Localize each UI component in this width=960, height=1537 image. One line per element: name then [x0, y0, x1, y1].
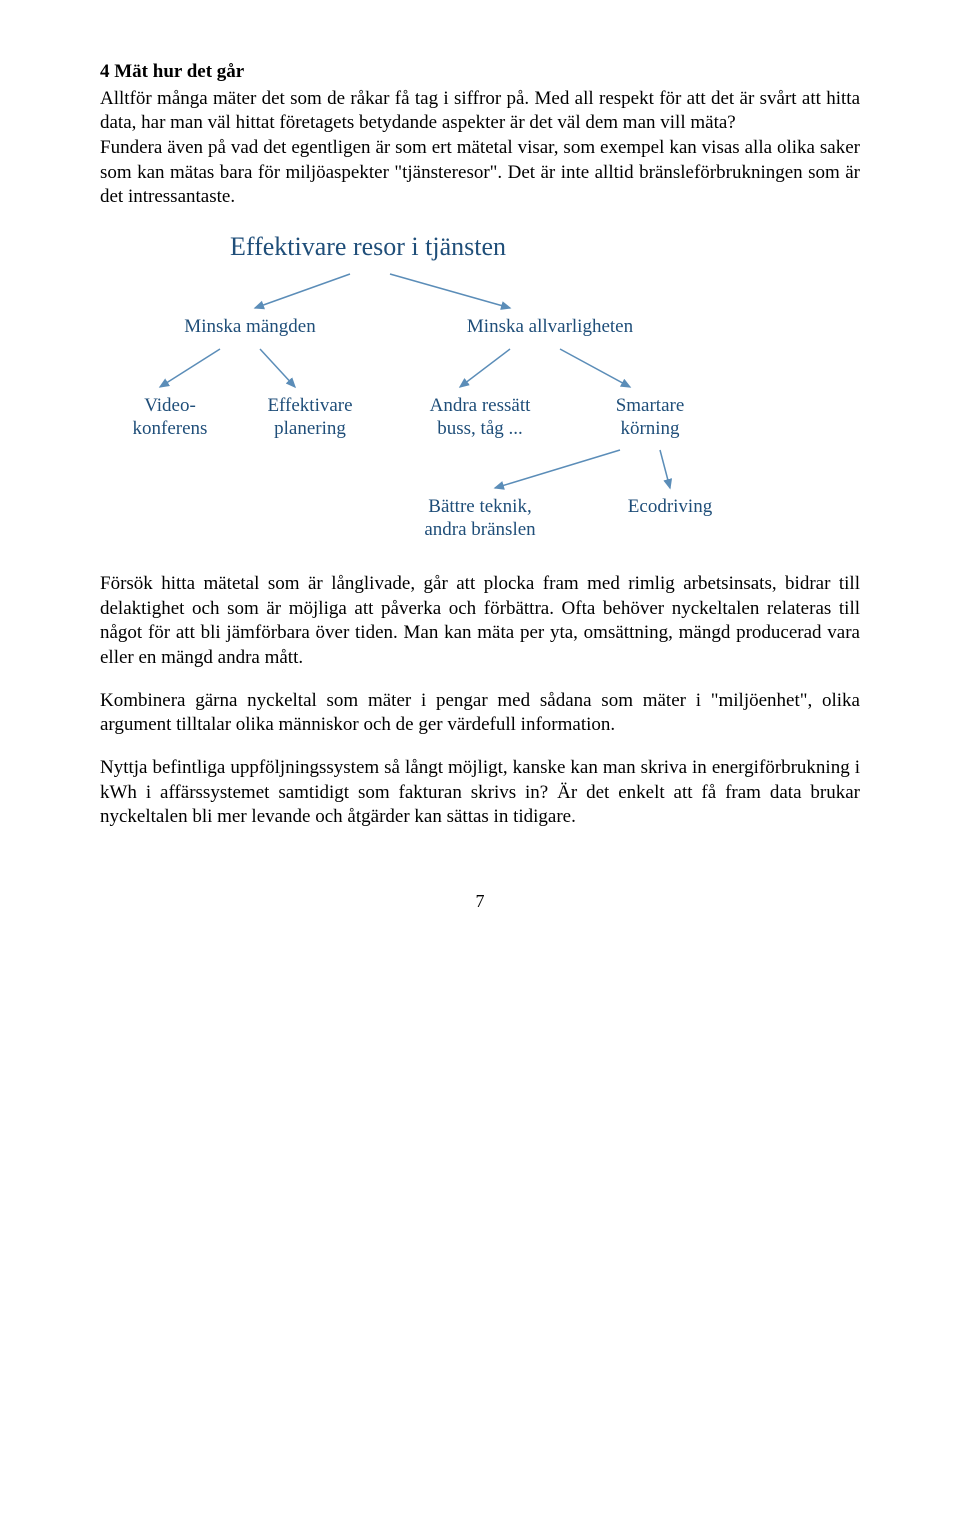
- arrows-level1: [100, 272, 860, 312]
- node-text: Andra ressätt: [430, 395, 531, 416]
- intro-paragraph-1: Alltför många mäter det som de råkar få …: [100, 87, 860, 136]
- node-text: Bättre teknik,: [428, 496, 531, 517]
- node-minska-allvarligheten: Minska allvarligheten: [430, 316, 670, 339]
- body-paragraph-2: Kombinera gärna nyckeltal som mäter i pe…: [100, 689, 860, 738]
- body-paragraph-1: Försök hitta mätetal som är långlivade, …: [100, 572, 860, 671]
- node-text: buss, tåg ...: [437, 418, 523, 439]
- node-text: Smartare: [616, 395, 685, 416]
- arrows-level2: [100, 347, 860, 391]
- section-heading: 4 Mät hur det går: [100, 60, 860, 85]
- node-ecodriving: Ecodriving: [600, 496, 740, 542]
- node-text: planering: [274, 418, 346, 439]
- node-videokonferens: Video- konferens: [110, 395, 230, 441]
- node-text: Video-: [144, 395, 196, 416]
- node-text: körning: [620, 418, 679, 439]
- arrows-level3: [100, 448, 860, 492]
- node-battre-teknik: Bättre teknik, andra bränslen: [400, 496, 560, 542]
- tree-diagram: Effektivare resor i tjänsten Minska mäng…: [100, 230, 860, 542]
- node-andra-ressatt: Andra ressätt buss, tåg ...: [410, 395, 550, 441]
- intro-paragraph-2: Fundera även på vad det egentligen är so…: [100, 136, 860, 210]
- body-paragraph-3: Nyttja befintliga uppföljningssystem så …: [100, 756, 860, 830]
- node-minska-mangden: Minska mängden: [150, 316, 350, 339]
- node-text: konferens: [133, 418, 208, 439]
- node-text: andra bränslen: [424, 519, 535, 540]
- node-text: Effektivare: [267, 395, 352, 416]
- diagram-title: Effektivare resor i tjänsten: [230, 230, 860, 264]
- node-effektivare-planering: Effektivare planering: [250, 395, 370, 441]
- page-number: 7: [100, 890, 860, 913]
- node-smartare-korning: Smartare körning: [590, 395, 710, 441]
